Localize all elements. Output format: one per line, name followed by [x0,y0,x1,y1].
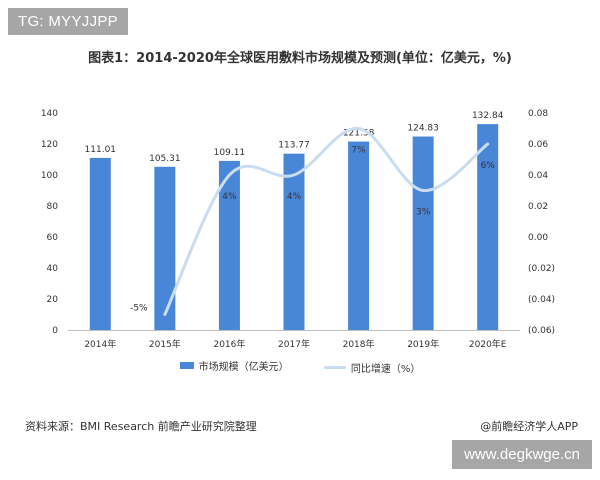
x-tick-label: 2015年 [149,338,181,350]
bar [89,157,111,330]
y-tick-label: 0 [52,326,58,336]
growth-label: 7% [351,146,366,156]
x-tick-label: 2019年 [407,338,439,350]
source-note: 资料来源：BMI Research 前瞻产业研究院整理 [25,420,257,433]
x-tick-label: 2016年 [213,338,245,350]
growth-line [163,126,490,316]
y2-tick-label: (0.02) [528,264,555,274]
y-tick-label: 80 [47,202,59,212]
bar-value-label: 124.83 [407,124,439,134]
growth-label: -5% [130,304,148,314]
y-tick-label: 60 [47,233,59,243]
y-tick-label: 100 [41,171,58,181]
chart-area: 0 20 40 60 80 100 120 140 (0.06) (0.04) (0.02) 0.00… [41,109,555,350]
y2-tick-label: 0.00 [528,233,548,243]
bar-value-label: 105.31 [149,154,181,164]
x-tick-label: 2020年E [469,338,507,350]
y2-tick-label: 0.06 [528,140,548,150]
legend-swatch-bar [179,362,194,369]
growth-label: 6% [481,161,496,171]
y-tick-label: 20 [47,295,59,305]
y-tick-label: 140 [41,109,58,119]
y2-tick-label: (0.04) [528,295,555,305]
y2-tick-label: 0.08 [528,109,548,119]
growth-label: 4% [287,192,302,202]
legend-item-bar: 市场规模（亿美元） [179,358,289,373]
legend-swatch-line [323,366,346,369]
y-tick-label: 120 [41,140,58,150]
credit-text: @前瞻经济学人APP [480,420,578,433]
growth-label: 4% [222,192,237,202]
legend-label-line: 同比增速（%） [350,364,421,375]
bar [283,153,305,330]
bar [218,160,240,330]
bar [477,124,499,331]
x-tick-label: 2017年 [278,338,310,350]
chart-title: 图表1：2014-2020年全球医用敷料市场规模及预测(单位：亿美元，%) [88,51,512,66]
bar-value-label: 132.84 [472,111,504,121]
y2-tick-label: 0.02 [528,202,548,212]
x-tick-label: 2014年 [84,338,116,350]
bar-value-label: 113.77 [278,141,310,151]
growth-label: 3% [416,208,431,218]
chart-legend: 市场规模（亿美元） 同比增速（%） [0,358,600,375]
legend-item-line: 同比增速（%） [323,360,421,375]
x-tick-label: 2018年 [343,338,375,350]
legend-label-bar: 市场规模（亿美元） [198,362,289,373]
bar [348,141,370,330]
bar-value-label: 121.58 [343,129,375,139]
bar [412,136,434,330]
y2-tick-label: 0.04 [528,171,548,181]
watermark-tag-bottom: www.degkwge.cn [452,440,592,469]
bar-value-label: 111.01 [85,145,117,155]
bar [154,166,176,330]
bar-value-label: 109.11 [214,148,246,158]
y2-tick-label: (0.06) [528,326,555,336]
y-tick-label: 40 [47,264,59,274]
watermark-tag-top: TG: MYYJJPP [8,8,128,35]
